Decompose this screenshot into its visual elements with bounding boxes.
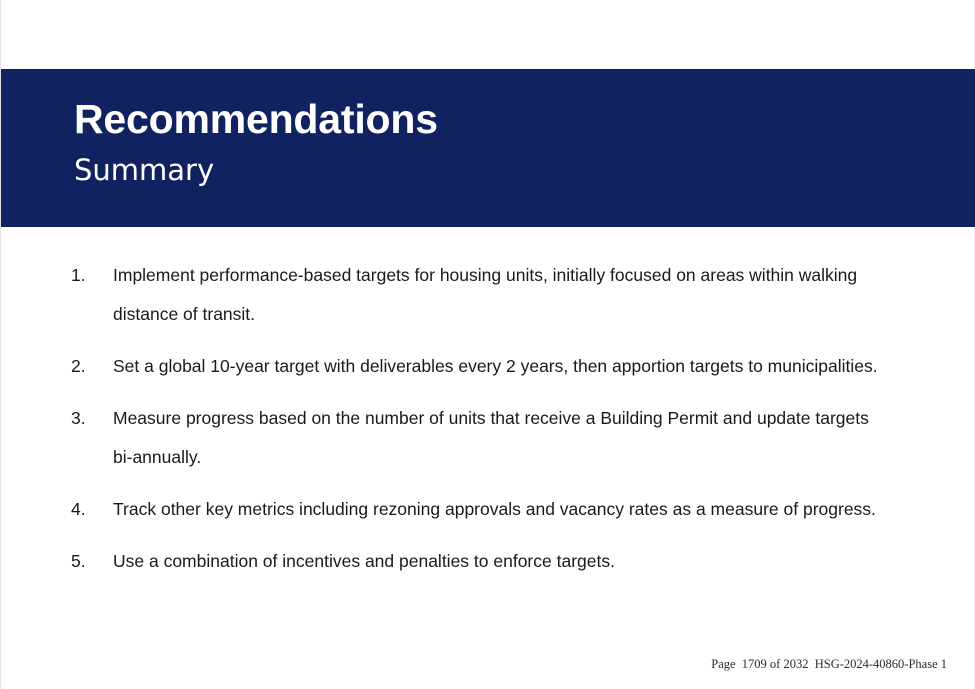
page-footer: Page 1709 of 2032 HSG-2024-40860-Phase 1 bbox=[711, 657, 947, 671]
list-item: 3. Measure progress based on the number … bbox=[1, 399, 975, 477]
list-item: 5. Use a combination of incentives and p… bbox=[1, 542, 975, 581]
page-title: Recommendations bbox=[74, 96, 438, 142]
list-item: 1. Implement performance-based targets f… bbox=[1, 256, 975, 334]
page-subtitle: Summary bbox=[74, 153, 215, 187]
list-item-number: 1. bbox=[71, 265, 86, 285]
header-banner: Recommendations Summary bbox=[1, 69, 975, 227]
list-item: 2. Set a global 10-year target with deli… bbox=[1, 347, 975, 386]
list-item-number: 5. bbox=[71, 551, 86, 571]
list-item-text: Implement performance-based targets for … bbox=[113, 265, 858, 324]
list-item-text: Track other key metrics including rezoni… bbox=[113, 499, 876, 519]
list-item-number: 2. bbox=[71, 356, 86, 376]
list-item: 4. Track other key metrics including rez… bbox=[1, 490, 975, 529]
list-item-number: 4. bbox=[71, 499, 86, 519]
recommendations-list: 1. Implement performance-based targets f… bbox=[1, 256, 975, 594]
list-item-text: Set a global 10-year target with deliver… bbox=[113, 356, 878, 376]
list-item-text: Use a combination of incentives and pena… bbox=[113, 551, 615, 571]
list-item-number: 3. bbox=[71, 408, 86, 428]
list-item-text: Measure progress based on the number of … bbox=[113, 408, 869, 467]
